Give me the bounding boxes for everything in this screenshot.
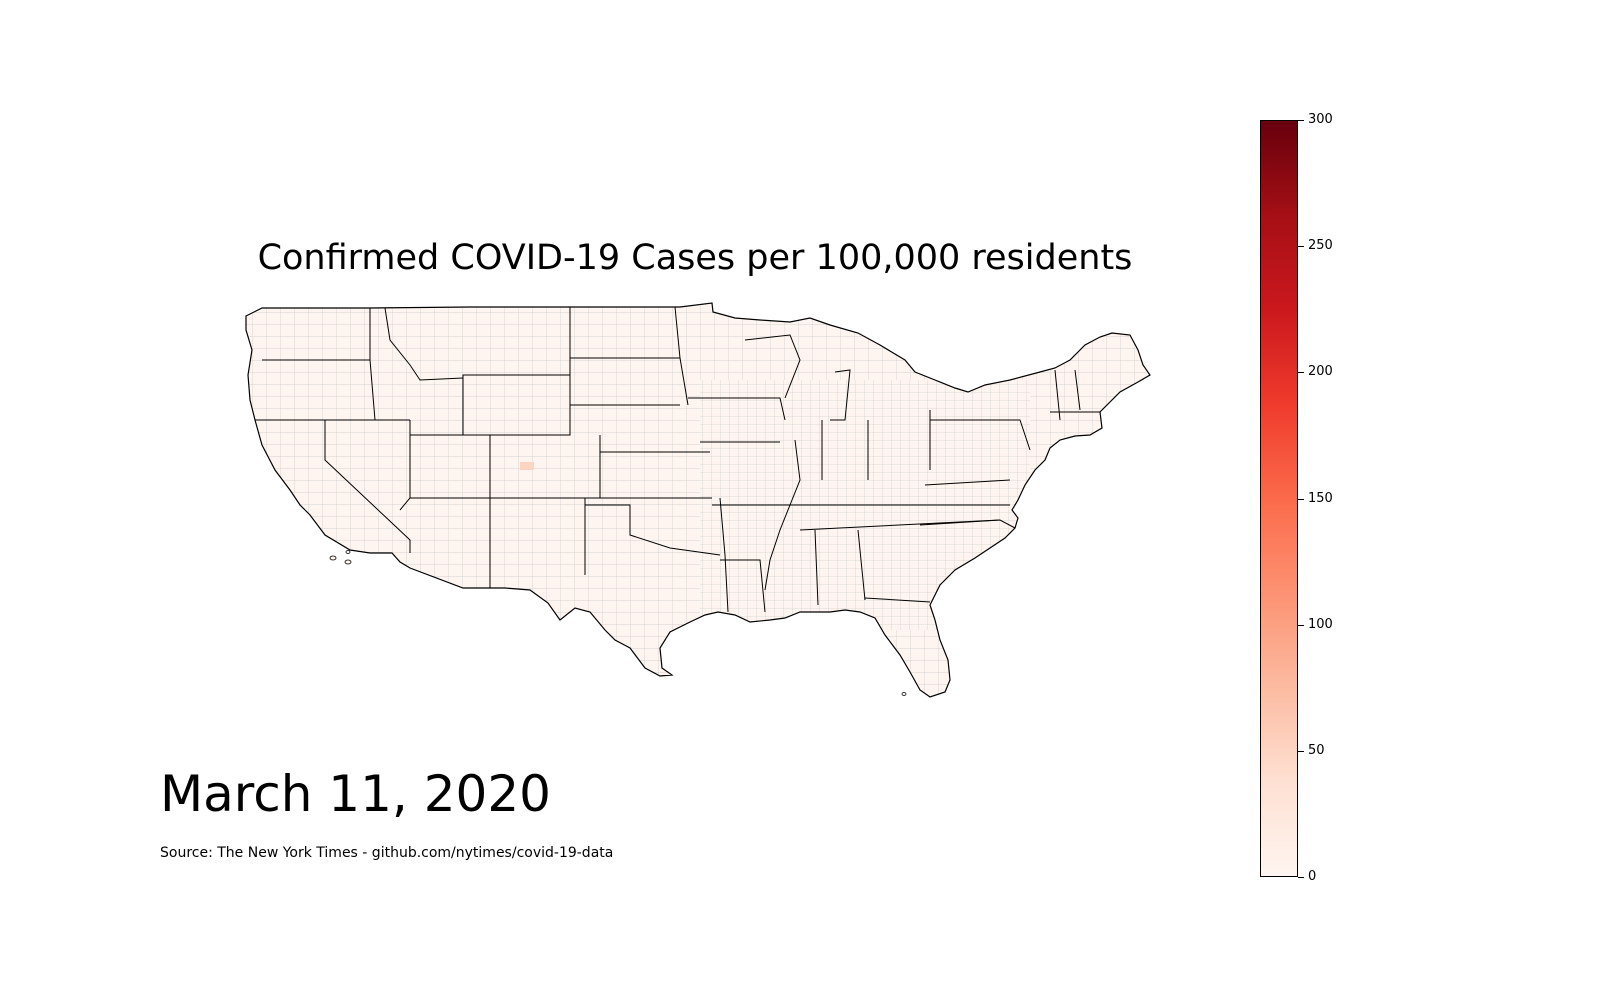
island-channel-2 bbox=[344, 559, 352, 565]
colorbar-tick-label: 100 bbox=[1308, 616, 1333, 632]
state-border-ca-nv bbox=[324, 420, 411, 553]
colorbar-tick-label: 0 bbox=[1308, 869, 1317, 884]
state-border-nh-me bbox=[1074, 369, 1081, 411]
state-border-mn-west bbox=[674, 306, 689, 406]
state-borders bbox=[255, 306, 1100, 613]
colorbar-tick-mark bbox=[1298, 624, 1304, 626]
state-border-ms-al bbox=[814, 529, 819, 606]
us-national-outline bbox=[245, 302, 1151, 698]
colorbar-tick-mark bbox=[1298, 877, 1304, 878]
state-border-wisconsin bbox=[744, 334, 801, 399]
colorbar-tick-mark bbox=[1298, 498, 1304, 500]
state-border-ok-tx bbox=[585, 504, 721, 556]
colorbar-tick-label: 200 bbox=[1308, 364, 1333, 380]
state-border-al-ga bbox=[857, 529, 866, 601]
state-border-michigan bbox=[830, 369, 851, 421]
state-border-mississippi-river bbox=[764, 439, 801, 591]
colorbar-tick-label: 50 bbox=[1308, 742, 1325, 758]
colorbar-tick-label: 150 bbox=[1308, 490, 1333, 506]
state-border-pa-ny bbox=[930, 419, 1031, 451]
state-border-ga-fl bbox=[864, 597, 931, 603]
date-label: March 11, 2020 bbox=[160, 765, 551, 823]
colorbar-tick-label: 300 bbox=[1308, 112, 1333, 127]
highlighted-county-colorado bbox=[520, 462, 534, 470]
state-wyoming bbox=[462, 374, 571, 436]
state-border-id-mt bbox=[384, 307, 464, 381]
colorbar-tick-mark bbox=[1298, 120, 1304, 121]
islands bbox=[329, 550, 907, 696]
state-border-dakotas-west bbox=[569, 307, 680, 406]
colorbar-tick-mark bbox=[1298, 246, 1304, 248]
island-channel-1 bbox=[329, 555, 337, 561]
county-fill-layer bbox=[246, 303, 1150, 697]
state-border-ar-la bbox=[720, 559, 766, 613]
state-border-nm bbox=[489, 498, 586, 588]
map-title: Confirmed COVID-19 Cases per 100,000 res… bbox=[257, 238, 1133, 278]
state-border-id-west bbox=[369, 308, 376, 421]
island-channel-3 bbox=[345, 550, 351, 554]
state-border-mn-ia bbox=[688, 397, 786, 421]
state-border-tx-east bbox=[719, 497, 729, 613]
colorbar-tick-label: 250 bbox=[1308, 238, 1333, 254]
colorbar-tick-mark bbox=[1298, 372, 1304, 374]
state-colorado bbox=[489, 435, 601, 499]
island-keys bbox=[901, 692, 907, 696]
source-label: Source: The New York Times - github.com/… bbox=[160, 845, 614, 861]
state-border-va-nc bbox=[924, 479, 1011, 486]
colorbar bbox=[1260, 120, 1298, 877]
state-border-nc-sc bbox=[919, 519, 1016, 529]
colorbar-tick-mark bbox=[1298, 750, 1304, 752]
